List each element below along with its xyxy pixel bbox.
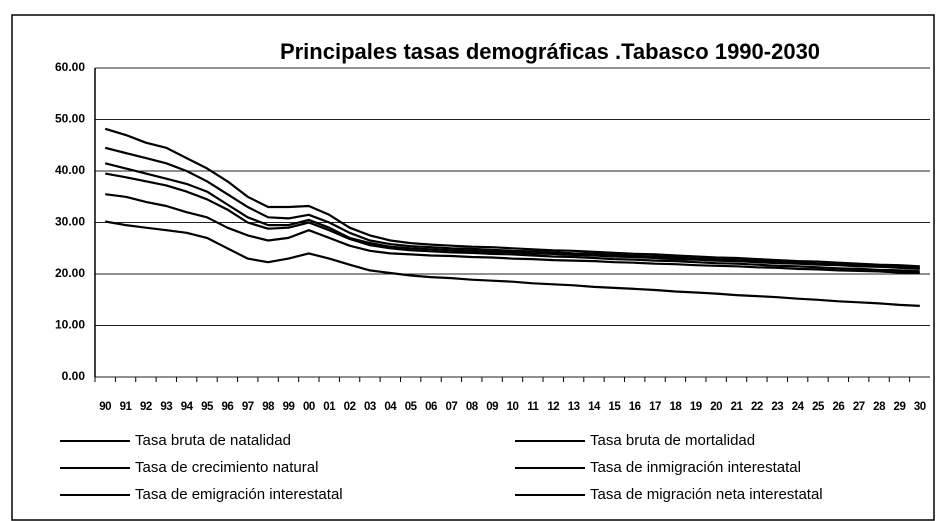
x-tick-label: 24 bbox=[792, 401, 805, 413]
legend-label: Tasa de crecimiento natural bbox=[135, 459, 318, 476]
y-tick-label: 20.00 bbox=[55, 266, 85, 280]
series-line bbox=[104, 146, 920, 269]
x-tick-label: 90 bbox=[99, 401, 111, 413]
x-tick-label: 05 bbox=[405, 401, 418, 413]
x-tick-label: 22 bbox=[751, 401, 763, 413]
x-tick-label: 30 bbox=[914, 401, 926, 413]
series-line bbox=[105, 172, 920, 273]
x-tick-label: 92 bbox=[140, 401, 152, 413]
legend-label: Tasa de emigración interestatal bbox=[135, 486, 343, 503]
x-tick-label: 20 bbox=[710, 401, 722, 413]
x-tick-label: 96 bbox=[221, 401, 233, 413]
y-tick-label: 50.00 bbox=[55, 112, 85, 126]
x-tick-label: 03 bbox=[364, 401, 376, 413]
x-tick-label: 27 bbox=[853, 401, 865, 413]
x-tick-label: 23 bbox=[771, 401, 783, 413]
x-tick-label: 08 bbox=[466, 401, 479, 413]
x-tick-label: 29 bbox=[894, 401, 906, 413]
x-tick-label: 18 bbox=[670, 401, 683, 413]
legend-label: Tasa de migración neta interestatal bbox=[590, 486, 823, 503]
y-tick-label: 60.00 bbox=[55, 60, 85, 74]
x-tick-label: 07 bbox=[446, 401, 458, 413]
x-tick-label: 91 bbox=[120, 401, 133, 413]
y-tick-label: 10.00 bbox=[55, 318, 85, 332]
x-tick-label: 93 bbox=[160, 401, 172, 413]
x-tick-label: 97 bbox=[242, 401, 254, 413]
x-tick-label: 94 bbox=[181, 401, 194, 413]
x-tick-label: 95 bbox=[201, 401, 214, 413]
x-tick-label: 12 bbox=[547, 401, 559, 413]
y-tick-label: 30.00 bbox=[55, 215, 85, 229]
series-line bbox=[105, 220, 920, 307]
y-tick-label: 40.00 bbox=[55, 163, 85, 177]
series-line bbox=[104, 127, 920, 268]
x-tick-label: 01 bbox=[323, 401, 336, 413]
x-tick-label: 19 bbox=[690, 401, 702, 413]
series-line bbox=[104, 162, 920, 270]
series-line bbox=[105, 193, 920, 275]
x-tick-label: 02 bbox=[344, 401, 356, 413]
legend-label: Tasa bruta de natalidad bbox=[135, 432, 291, 449]
x-tick-label: 13 bbox=[568, 401, 580, 413]
x-tick-label: 28 bbox=[873, 401, 886, 413]
x-tick-label: 98 bbox=[262, 401, 275, 413]
x-tick-label: 09 bbox=[486, 401, 498, 413]
legend-label: Tasa de inmigración interestatal bbox=[590, 459, 801, 476]
x-tick-label: 14 bbox=[588, 401, 601, 413]
x-tick-label: 16 bbox=[629, 401, 641, 413]
x-tick-label: 04 bbox=[384, 401, 397, 413]
y-tick-label: 0.00 bbox=[62, 369, 86, 383]
x-tick-label: 21 bbox=[731, 401, 744, 413]
x-tick-label: 00 bbox=[303, 401, 315, 413]
x-tick-label: 26 bbox=[832, 401, 844, 413]
x-tick-label: 15 bbox=[608, 401, 621, 413]
x-tick-label: 11 bbox=[527, 401, 539, 413]
x-tick-label: 25 bbox=[812, 401, 825, 413]
x-tick-label: 99 bbox=[283, 401, 295, 413]
x-tick-label: 10 bbox=[507, 401, 519, 413]
x-tick-label: 17 bbox=[649, 401, 661, 413]
chart-title: Principales tasas demográficas .Tabasco … bbox=[280, 39, 820, 64]
x-tick-label: 06 bbox=[425, 401, 437, 413]
legend-label: Tasa bruta de mortalidad bbox=[590, 432, 755, 449]
